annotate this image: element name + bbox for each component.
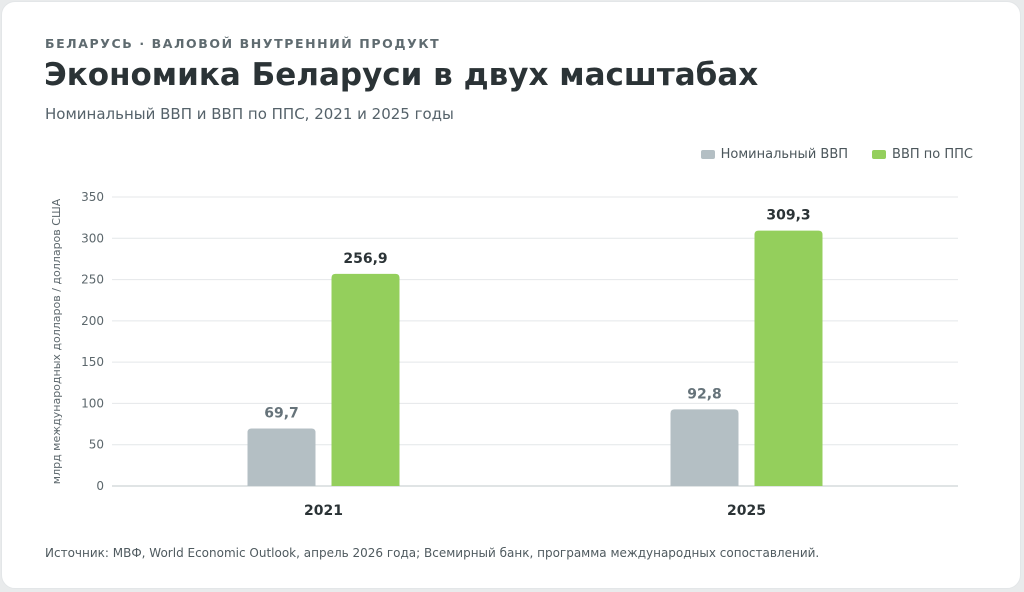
chart-kicker: БЕЛАРУСЬ · ВАЛОВОЙ ВНУТРЕННИЙ ПРОДУКТ — [45, 36, 441, 51]
y-tick-label-350: 350 — [81, 190, 104, 204]
y-tick-label-300: 300 — [81, 231, 104, 245]
y-tick-label-100: 100 — [81, 396, 104, 410]
legend-item-ppp: ВВП по ППС — [872, 147, 973, 162]
data-label-ppp-2021: 256,9 — [343, 251, 387, 267]
chart-title: Экономика Беларуси в двух масштабах — [44, 57, 759, 93]
bar-ppp-2021 — [331, 273, 400, 486]
chart-legend: Номинальный ВВП ВВП по ППС — [677, 147, 973, 162]
legend-label-ppp: ВВП по ППС — [892, 147, 973, 162]
y-tick-label-200: 200 — [81, 314, 104, 328]
x-category-label-2021: 2021 — [304, 503, 343, 519]
y-tick-label-0: 0 — [96, 479, 104, 493]
y-tick-label-250: 250 — [81, 273, 104, 287]
legend-swatch-nominal — [700, 150, 715, 159]
y-tick-label-50: 50 — [89, 438, 104, 452]
data-label-nominal-2021: 69,7 — [264, 405, 299, 421]
data-label-ppp-2025: 309,3 — [766, 208, 810, 224]
y-tick-label-150: 150 — [81, 355, 104, 369]
chart-source: Источник: МВФ, World Economic Outlook, а… — [45, 546, 820, 560]
legend-swatch-ppp — [872, 150, 887, 159]
chart-subtitle: Номинальный ВВП и ВВП по ППС, 2021 и 202… — [45, 105, 454, 123]
legend-item-nominal: Номинальный ВВП — [700, 147, 849, 162]
data-label-nominal-2025: 92,8 — [687, 386, 722, 402]
legend-label-nominal: Номинальный ВВП — [720, 147, 849, 162]
x-category-label-2025: 2025 — [727, 503, 766, 519]
bar-nominal-2025 — [670, 409, 739, 486]
bar-nominal-2021 — [247, 428, 316, 486]
bar-ppp-2025 — [754, 230, 823, 486]
y-axis-label: млрд международных долларов / долларов С… — [50, 198, 63, 484]
